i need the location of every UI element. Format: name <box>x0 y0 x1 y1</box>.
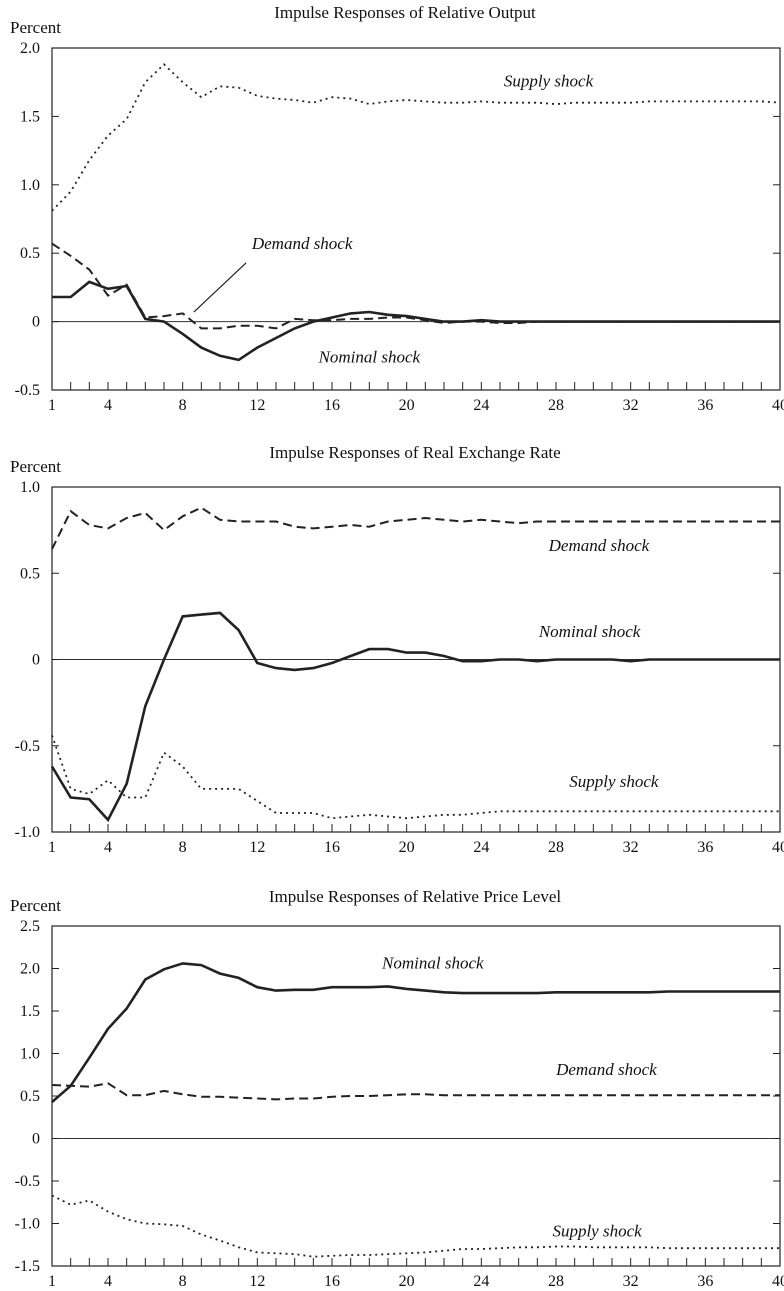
chart-title: Impulse Responses of Real Exchange Rate <box>269 443 560 462</box>
x-tick-label: 36 <box>697 397 713 414</box>
y-tick-label: -0.5 <box>15 738 40 755</box>
series-line-supply-shock <box>51 1194 780 1258</box>
x-tick-label: 1 <box>48 839 56 856</box>
x-tick-label: 8 <box>179 1273 187 1290</box>
x-tick-label: 8 <box>179 397 187 414</box>
x-tick-label: 40 <box>772 839 784 856</box>
x-tick-label: 36 <box>697 1273 713 1290</box>
x-tick-label: 12 <box>249 1273 265 1290</box>
x-tick-label: 1 <box>48 397 56 414</box>
panel-relative-price-level: Impulse Responses of Relative Price Leve… <box>10 887 784 1290</box>
y-tick-label: -1.0 <box>15 1216 40 1233</box>
x-tick-label: 28 <box>548 1273 564 1290</box>
series-label-demand-shock: Demand shock <box>555 1060 657 1079</box>
label-pointer-demand-shock <box>193 262 247 313</box>
x-tick-label: 32 <box>623 397 639 414</box>
y-tick-label: 0.5 <box>20 1088 40 1105</box>
y-tick-label: 0 <box>32 1131 40 1148</box>
y-tick-label: -1.0 <box>15 824 40 841</box>
series-label-nominal-shock: Nominal shock <box>381 954 484 973</box>
x-tick-label: 4 <box>104 839 112 856</box>
series-label-supply-shock: Supply shock <box>569 772 659 791</box>
y-tick-label: 0.5 <box>20 245 40 262</box>
chart-title: Impulse Responses of Relative Output <box>274 3 536 22</box>
series-label-demand-shock: Demand shock <box>548 536 650 555</box>
x-tick-label: 16 <box>324 839 340 856</box>
x-tick-label: 28 <box>548 397 564 414</box>
x-tick-label: 20 <box>399 839 415 856</box>
series-line-nominal-shock <box>52 280 780 362</box>
series-label-nominal-shock: Nominal shock <box>538 622 641 641</box>
y-tick-label: 1.5 <box>20 1003 40 1020</box>
x-tick-label: 32 <box>623 839 639 856</box>
x-tick-label: 24 <box>473 1273 489 1290</box>
plot-frame <box>51 47 781 391</box>
x-tick-label: 12 <box>249 397 265 414</box>
y-tick-label: 2.0 <box>20 961 40 978</box>
y-tick-label: 2.5 <box>20 918 40 935</box>
x-tick-label: 16 <box>324 1273 340 1290</box>
x-tick-label: 20 <box>399 397 415 414</box>
x-tick-label: 28 <box>548 839 564 856</box>
y-tick-label: -0.5 <box>15 1173 40 1190</box>
y-tick-label: 1.0 <box>20 479 40 496</box>
series-label-supply-shock: Supply shock <box>504 71 594 90</box>
y-tick-label: 1.0 <box>20 1046 40 1063</box>
series-label-supply-shock: Supply shock <box>552 1221 642 1240</box>
x-tick-label: 12 <box>249 839 265 856</box>
y-unit-label: Percent <box>10 896 61 915</box>
series-line-demand-shock <box>51 1082 780 1101</box>
x-tick-label: 40 <box>772 1273 784 1290</box>
series-line-supply-shock <box>51 63 781 212</box>
y-tick-label: 2.0 <box>20 40 40 57</box>
panel-real-exchange-rate: Impulse Responses of Real Exchange Rate … <box>10 443 784 856</box>
x-tick-label: 32 <box>623 1273 639 1290</box>
x-tick-label: 4 <box>104 1273 112 1290</box>
series-label-nominal-shock: Nominal shock <box>318 348 421 367</box>
series-label-demand-shock: Demand shock <box>251 234 353 253</box>
y-tick-label: 1.5 <box>20 108 40 125</box>
x-tick-label: 16 <box>324 397 340 414</box>
y-unit-label: Percent <box>10 457 61 476</box>
x-tick-label: 40 <box>772 397 784 414</box>
series-line-demand-shock <box>51 506 780 550</box>
x-tick-label: 20 <box>399 1273 415 1290</box>
y-tick-label: -0.5 <box>15 382 40 399</box>
x-tick-label: 36 <box>697 839 713 856</box>
chart-title: Impulse Responses of Relative Price Leve… <box>269 887 562 906</box>
series-line-nominal-shock <box>51 962 780 1103</box>
y-tick-label: 0 <box>32 652 40 669</box>
y-tick-label: 0.5 <box>20 565 40 582</box>
panel-relative-output: Impulse Responses of Relative Output Per… <box>10 3 784 414</box>
y-tick-label: 0 <box>32 314 40 331</box>
x-tick-label: 24 <box>473 397 489 414</box>
series-line-demand-shock <box>51 242 780 330</box>
x-tick-label: 4 <box>104 397 112 414</box>
y-tick-label: -1.5 <box>15 1258 40 1275</box>
x-tick-label: 8 <box>179 839 187 856</box>
y-tick-label: 1.0 <box>20 177 40 194</box>
x-tick-label: 1 <box>48 1273 56 1290</box>
x-tick-label: 24 <box>473 839 489 856</box>
y-unit-label: Percent <box>10 18 61 37</box>
series-line-nominal-shock <box>50 611 780 823</box>
series-line-supply-shock <box>51 735 780 820</box>
